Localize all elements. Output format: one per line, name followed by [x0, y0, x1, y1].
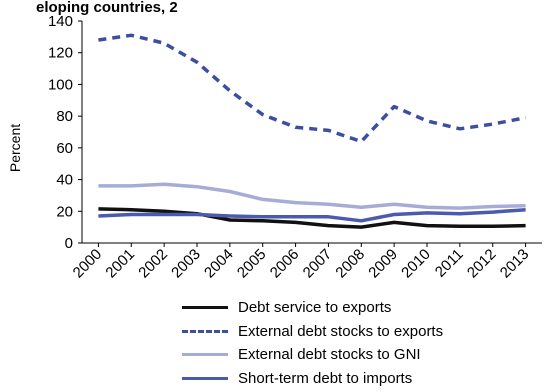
x-tick-label: 2012	[464, 246, 500, 282]
legend-item: Short-term debt to imports	[182, 367, 443, 391]
legend-swatch	[182, 376, 228, 380]
legend-item: External debt stocks to GNI	[182, 343, 443, 367]
legend-swatch	[182, 329, 228, 333]
y-tick-label: 140	[48, 13, 73, 30]
legend-item: External debt stocks to exports	[182, 320, 443, 344]
legend-label: Debt service to exports	[238, 299, 392, 317]
x-tick-label: 2013	[497, 246, 533, 282]
legend: Debt service to exports External debt sto…	[182, 296, 443, 390]
y-tick-label: 120	[48, 45, 73, 62]
y-tick-label: 40	[56, 172, 73, 189]
y-tick-label: 100	[48, 76, 73, 93]
y-tick-label: 0	[65, 235, 73, 252]
legend-item: Debt service to exports	[182, 296, 443, 320]
x-tick-label: 2006	[267, 246, 303, 282]
y-tick-label: 20	[56, 203, 73, 220]
y-tick-label: 60	[56, 140, 73, 157]
x-tick-label: 2010	[398, 246, 434, 282]
legend-label: Short-term debt to imports	[238, 369, 413, 387]
legend-swatch	[182, 353, 228, 357]
x-tick-label: 2000	[70, 246, 106, 282]
x-tick-label: 2007	[300, 246, 336, 282]
x-tick-label: 2001	[102, 246, 138, 282]
x-tick-label: 2003	[168, 246, 204, 282]
x-tick-label: 2004	[201, 246, 237, 282]
legend-label: External debt stocks to exports	[238, 322, 444, 340]
x-tick-label: 2009	[365, 246, 401, 282]
x-tick-label: 2008	[332, 246, 368, 282]
legend-label: External debt stocks to GNI	[238, 346, 421, 364]
y-axis-label: Percent	[7, 124, 23, 172]
axes: 0204060801001201402000200120022003200420…	[48, 13, 542, 281]
line-chart: eloping countries, 2 Percent 0 20 40 60 80 10…	[7, 0, 542, 281]
x-tick-label: 2002	[135, 246, 171, 282]
series-line-1	[98, 207, 526, 229]
series-line-3	[98, 182, 526, 210]
x-tick-label: 2011	[432, 246, 467, 281]
series-line-4	[98, 207, 526, 223]
chart-title-fragment: eloping countries, 2	[36, 0, 178, 16]
series-layer	[98, 33, 526, 229]
series-line-2	[98, 33, 526, 144]
x-tick-label: 2005	[234, 246, 270, 282]
legend-swatch	[182, 306, 228, 310]
y-tick-label: 80	[56, 108, 73, 125]
